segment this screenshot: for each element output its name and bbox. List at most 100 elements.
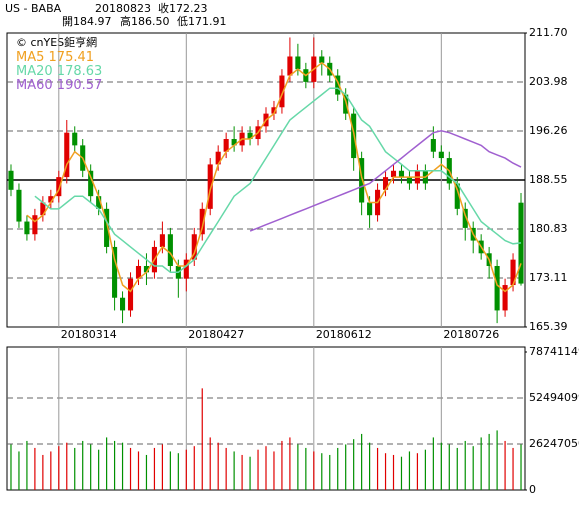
volume-bar (42, 454, 44, 490)
volume-bar (58, 446, 60, 490)
candle-body (382, 177, 389, 190)
candle (438, 145, 444, 171)
candle-body (64, 132, 70, 178)
candle-body (367, 202, 373, 216)
y-tick-label: 188.55 (529, 173, 568, 186)
candle (247, 126, 253, 146)
legend-value: 178.63 (57, 64, 103, 79)
candle (486, 246, 492, 279)
volume-bar (376, 447, 379, 490)
candle (231, 126, 237, 152)
candle (343, 88, 349, 120)
candle (48, 189, 54, 209)
candle (127, 272, 134, 317)
volume-bar (345, 444, 347, 490)
candle-body (462, 208, 468, 228)
volume-bar (74, 447, 76, 490)
candle (135, 259, 142, 286)
volume-bar (313, 451, 315, 490)
volume-bar (353, 439, 355, 490)
candle (24, 215, 30, 241)
candle-body (191, 234, 197, 260)
volume-bar (416, 453, 419, 490)
candle-body (295, 56, 301, 70)
candle (96, 189, 102, 216)
candle (398, 164, 405, 184)
legend-entry: MA60 190.57 (16, 78, 102, 93)
x-tick-label: 20180314 (61, 328, 117, 341)
volume-bar (289, 437, 291, 490)
volume-bar (384, 453, 387, 490)
copyright: © cnYES鉅亨網 (16, 35, 97, 49)
candle-body (56, 177, 62, 197)
candle-body (510, 259, 516, 286)
candle-body (438, 151, 444, 159)
x-tick-label: 20180726 (443, 328, 499, 341)
candle-body (271, 107, 277, 114)
candle-body (231, 139, 237, 146)
header-date: 20180823 (95, 2, 151, 15)
candle-body (127, 278, 134, 311)
candle-body (72, 132, 78, 146)
candle (207, 158, 213, 216)
candle-body (96, 196, 102, 209)
volume-bar (113, 440, 116, 490)
legend-value: 175.41 (49, 50, 95, 65)
volume-bar (456, 447, 458, 490)
volume-bar (90, 444, 92, 490)
volume-bar (392, 454, 395, 490)
volume-bar (464, 440, 466, 490)
candle-body (319, 56, 325, 63)
candle (287, 37, 293, 82)
volume-bar (121, 442, 124, 490)
volume-bar (369, 442, 371, 490)
volume-bar (241, 454, 243, 490)
x-tick-label: 20180612 (316, 328, 372, 341)
candle-body (8, 170, 14, 190)
candle-body (40, 202, 46, 216)
candle (183, 253, 189, 292)
candle (311, 37, 317, 89)
volume-bar (209, 437, 211, 490)
volume-bar (145, 454, 148, 490)
legend-entry: MA20 178.63 (16, 64, 102, 79)
candle (56, 170, 62, 203)
legend-name: MA5 (16, 50, 44, 65)
candle-body (24, 221, 30, 235)
y-tick-label: 173.11 (529, 271, 568, 284)
candle (64, 119, 70, 184)
candle-body (135, 265, 142, 279)
ma-line (249, 130, 522, 232)
volume-bar (249, 456, 251, 490)
legend-name: MA20 (16, 64, 53, 79)
candle-body (112, 246, 118, 298)
volume-bar (408, 451, 411, 490)
candle (8, 164, 14, 197)
y-tick-label: 196.26 (529, 124, 568, 137)
candle (32, 208, 38, 241)
legend-name: MA60 (16, 78, 53, 93)
volume-bar (448, 444, 450, 490)
candle-body (454, 183, 460, 209)
candle (112, 240, 118, 311)
candle (462, 202, 468, 241)
legend-entry: MA5 175.41 (16, 50, 94, 65)
candle (16, 183, 22, 228)
volume-bar (177, 453, 179, 490)
header-open: 開184.97 (62, 15, 112, 28)
volume-bar (273, 451, 275, 490)
candle (88, 164, 94, 203)
candle-body (223, 139, 229, 152)
candle-body (48, 196, 54, 203)
volume-bar (161, 444, 163, 490)
volume-bar (361, 433, 363, 490)
candle-body (390, 170, 397, 178)
candle-body (159, 234, 165, 247)
ma-line (26, 61, 522, 293)
volume-bar (480, 437, 482, 490)
volume-bar (512, 447, 514, 490)
volume-bar (50, 451, 52, 490)
candle (494, 259, 500, 324)
volume-bar (98, 449, 100, 490)
